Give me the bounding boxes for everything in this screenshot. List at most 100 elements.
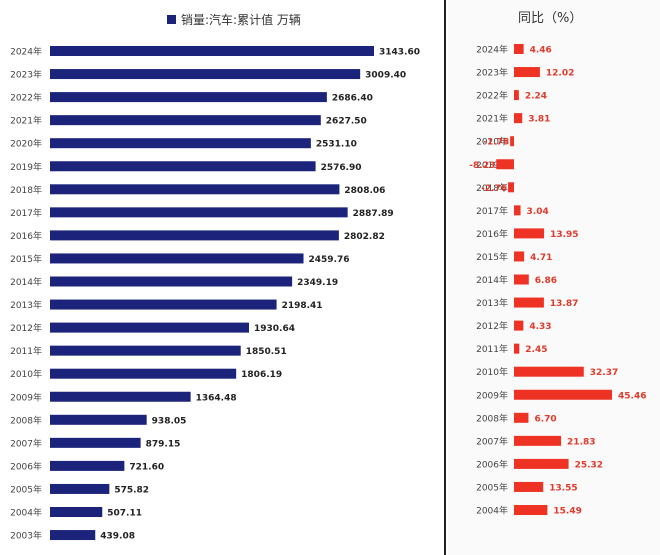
data-label: 1850.51 (246, 347, 287, 357)
bar (514, 90, 519, 101)
bar (50, 46, 374, 56)
data-label: -8.23 (469, 161, 495, 171)
bar (50, 322, 249, 333)
data-label: 2349.19 (297, 278, 338, 288)
bar (50, 161, 316, 172)
y-tick-label: 2009年 (10, 391, 42, 403)
y-tick-label: 2014年 (476, 274, 508, 286)
data-label: 2627.50 (326, 117, 367, 127)
left-chart-panel: 销量:汽车:累计值 万辆 2024年 3143.60 2023年 3009.40 202… (10, 0, 446, 555)
y-tick-label: 2004年 (10, 507, 42, 519)
y-tick-label: 2013年 (10, 299, 42, 311)
y-tick-label: 2020年 (10, 138, 42, 150)
y-tick-label: 2006年 (10, 460, 42, 472)
y-tick-label: 2012年 (10, 322, 42, 334)
bar (514, 320, 524, 331)
y-tick-label: 2016年 (10, 230, 42, 242)
y-tick-label: 2016年 (476, 228, 508, 240)
data-label: 12.02 (546, 69, 574, 79)
bar (514, 412, 529, 423)
right-chart-svg: 同比（%） 2024年 4.46 2023年 12.02 2022年 2.24 2021年 3… (469, 11, 646, 517)
bar (50, 299, 277, 310)
y-tick-label: 2007年 (10, 437, 42, 449)
bar (514, 274, 529, 285)
data-label: 2198.41 (282, 301, 323, 311)
data-label: 13.95 (550, 230, 578, 240)
bar (514, 113, 523, 124)
data-label: 4.46 (530, 46, 552, 56)
bar (514, 251, 525, 262)
bar (50, 253, 304, 264)
data-label: 2808.06 (344, 186, 385, 196)
y-tick-label: 2015年 (10, 253, 42, 265)
y-tick-label: 2023年 (10, 69, 42, 81)
y-tick-label: 2008年 (476, 412, 508, 424)
legend: 销量:汽车:累计值 万辆 (167, 12, 301, 27)
data-label: 13.55 (549, 483, 577, 493)
y-tick-label: 2005年 (10, 483, 42, 495)
y-tick-label: 2018年 (476, 182, 508, 194)
bar (50, 276, 293, 287)
y-tick-label: 2013年 (476, 297, 508, 309)
bar (50, 460, 125, 471)
y-tick-label: 2019年 (10, 161, 42, 173)
bar (50, 345, 241, 356)
data-label: 32.37 (590, 368, 618, 378)
bar (496, 159, 514, 170)
y-tick-label: 2011年 (476, 343, 508, 355)
bar (510, 136, 514, 147)
bar (514, 505, 548, 515)
data-label: -1.78 (483, 138, 509, 148)
data-label: 45.46 (618, 391, 646, 401)
y-tick-label: 2008年 (10, 414, 42, 426)
bar (50, 69, 361, 80)
y-tick-label: 2010年 (10, 368, 42, 380)
bar (50, 184, 340, 195)
y-tick-label: 2012年 (476, 320, 508, 332)
y-tick-label: 2004年 (476, 505, 508, 517)
y-tick-label: 2003年 (10, 530, 42, 542)
bar (50, 230, 339, 241)
data-label: 3.04 (527, 207, 549, 217)
bar (514, 481, 544, 492)
right-chart-panel: 同比（%） 2024年 4.46 2023年 12.02 2022年 2.24 2021年 3… (448, 0, 660, 555)
data-label: 2459.76 (309, 255, 350, 265)
data-label: 575.82 (114, 485, 149, 495)
data-label: 507.11 (107, 509, 142, 519)
bar (514, 44, 524, 54)
bar (50, 507, 103, 517)
y-tick-label: 2024年 (476, 44, 508, 56)
bar (514, 67, 540, 78)
data-label: 879.15 (146, 439, 181, 449)
data-label: 721.60 (129, 462, 164, 472)
data-label: 2576.90 (321, 163, 362, 173)
bar (508, 182, 514, 193)
bar (514, 205, 521, 216)
y-tick-label: 2017年 (476, 205, 508, 217)
y-tick-label: 2010年 (476, 366, 508, 378)
bar (50, 530, 96, 541)
right-bars: 2024年 4.46 2023年 12.02 2022年 2.24 2021年 3.81 202… (469, 44, 646, 517)
bar (50, 437, 141, 448)
data-label: 6.70 (534, 414, 556, 424)
bar (50, 138, 311, 149)
data-label: 2531.10 (316, 140, 357, 150)
y-tick-label: 2009年 (476, 389, 508, 401)
y-tick-label: 2022年 (10, 92, 42, 104)
y-tick-label: 2018年 (10, 184, 42, 196)
data-label: 3009.40 (365, 71, 406, 81)
data-label: 13.87 (550, 299, 578, 309)
data-label: 1930.64 (254, 324, 295, 334)
data-label: 439.08 (100, 532, 135, 542)
bar (514, 228, 545, 239)
y-tick-label: 2021年 (10, 115, 42, 127)
y-tick-label: 2024年 (10, 46, 42, 58)
data-label: 4.71 (530, 253, 552, 263)
y-tick-label: 2023年 (476, 67, 508, 79)
y-tick-label: 2006年 (476, 458, 508, 470)
bar (514, 343, 520, 354)
data-label: 2686.40 (332, 94, 373, 104)
y-tick-label: 2005年 (476, 481, 508, 493)
y-tick-label: 2017年 (10, 207, 42, 219)
